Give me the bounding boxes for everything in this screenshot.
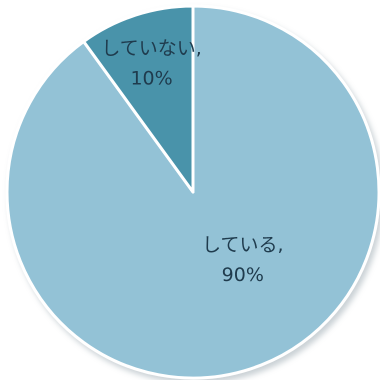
slice-label-2: していない, <box>101 38 201 60</box>
slice-label-1: している, <box>202 234 283 256</box>
pie-labels: している, 90% していない, 10% <box>101 38 283 287</box>
pie-slices <box>5 4 380 380</box>
slice-value-label-2: 10% <box>130 68 172 90</box>
pie-slice-2 <box>82 4 195 194</box>
slice-value-label-1: 90% <box>222 264 264 286</box>
